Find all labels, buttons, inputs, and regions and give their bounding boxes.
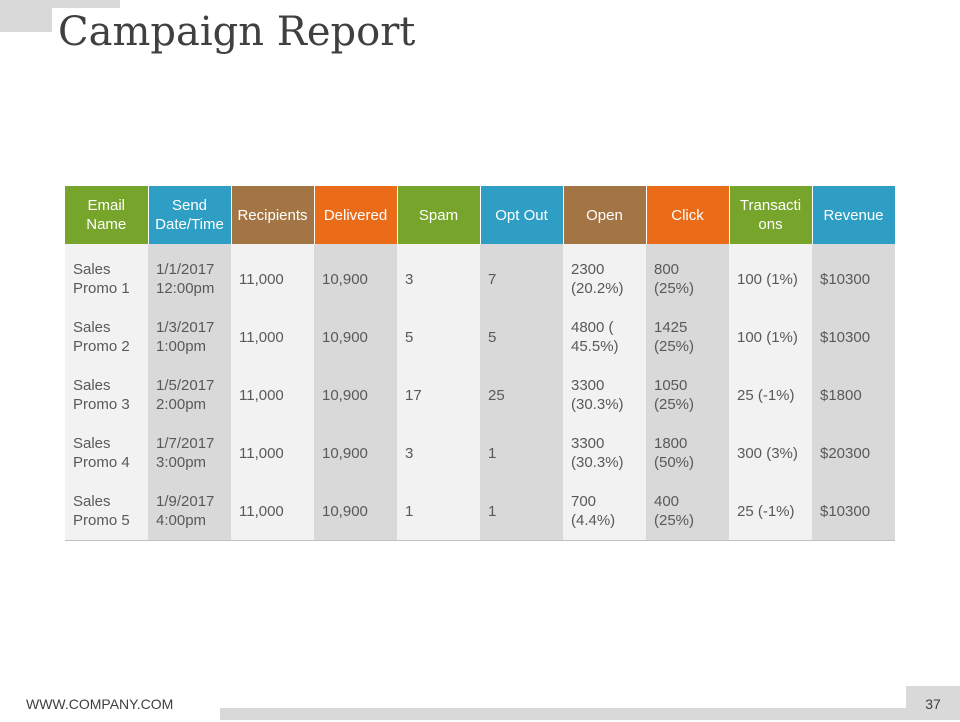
cell-click: 1050 (25%) <box>646 366 729 424</box>
cell-open: 4800 ( 45.5%) <box>563 308 646 366</box>
cell-opt-out: 25 <box>480 366 563 424</box>
cell-email-name: Sales Promo 5 <box>65 482 148 541</box>
cell-revenue: $20300 <box>812 424 895 482</box>
cell-send-date-time: 1/3/2017 1:00pm <box>148 308 231 366</box>
cell-spam: 3 <box>397 424 480 482</box>
cell-opt-out: 1 <box>480 424 563 482</box>
cell-open: 3300 (30.3%) <box>563 366 646 424</box>
cell-send-date-time: 1/1/2017 12:00pm <box>148 244 231 308</box>
cell-opt-out: 5 <box>480 308 563 366</box>
cell-transactions: 100 (1%) <box>729 308 812 366</box>
cell-revenue: $10300 <box>812 308 895 366</box>
cell-opt-out: 1 <box>480 482 563 541</box>
header-opt-out: Opt Out <box>480 186 564 244</box>
cell-spam: 17 <box>397 366 480 424</box>
footer-website: WWW.COMPANY.COM <box>26 696 174 712</box>
cell-click: 400 (25%) <box>646 482 729 541</box>
table-header-row: Email Name Send Date/Time Recipients Del… <box>65 186 896 244</box>
campaign-table: Email Name Send Date/Time Recipients Del… <box>65 186 896 541</box>
cell-delivered: 10,900 <box>314 482 397 541</box>
table-row: Sales Promo 4 1/7/2017 3:00pm 11,000 10,… <box>65 424 895 482</box>
cell-transactions: 25 (-1%) <box>729 366 812 424</box>
cell-spam: 1 <box>397 482 480 541</box>
cell-delivered: 10,900 <box>314 244 397 308</box>
cell-send-date-time: 1/5/2017 2:00pm <box>148 366 231 424</box>
cell-open: 3300 (30.3%) <box>563 424 646 482</box>
table-row: Sales Promo 2 1/3/2017 1:00pm 11,000 10,… <box>65 308 895 366</box>
cell-delivered: 10,900 <box>314 366 397 424</box>
table-row: Sales Promo 5 1/9/2017 4:00pm 11,000 10,… <box>65 482 895 541</box>
header-click: Click <box>646 186 730 244</box>
cell-spam: 3 <box>397 244 480 308</box>
cell-open: 2300 (20.2%) <box>563 244 646 308</box>
cell-spam: 5 <box>397 308 480 366</box>
header-open: Open <box>563 186 647 244</box>
corner-decoration-line <box>0 0 120 8</box>
cell-transactions: 25 (-1%) <box>729 482 812 541</box>
cell-recipients: 11,000 <box>231 308 314 366</box>
footer-bar <box>220 708 920 720</box>
page-number: 37 <box>906 686 960 720</box>
cell-delivered: 10,900 <box>314 424 397 482</box>
cell-open: 700 (4.4%) <box>563 482 646 541</box>
cell-click: 800 (25%) <box>646 244 729 308</box>
cell-email-name: Sales Promo 4 <box>65 424 148 482</box>
cell-recipients: 11,000 <box>231 482 314 541</box>
header-delivered: Delivered <box>314 186 398 244</box>
header-recipients: Recipients <box>231 186 315 244</box>
table-row: Sales Promo 1 1/1/2017 12:00pm 11,000 10… <box>65 244 895 308</box>
cell-send-date-time: 1/9/2017 4:00pm <box>148 482 231 541</box>
page-title: Campaign Report <box>58 9 416 55</box>
cell-click: 1425 (25%) <box>646 308 729 366</box>
cell-delivered: 10,900 <box>314 308 397 366</box>
cell-recipients: 11,000 <box>231 424 314 482</box>
header-email-name: Email Name <box>65 186 149 244</box>
cell-transactions: 300 (3%) <box>729 424 812 482</box>
cell-revenue: $10300 <box>812 244 895 308</box>
cell-opt-out: 7 <box>480 244 563 308</box>
cell-revenue: $10300 <box>812 482 895 541</box>
cell-recipients: 11,000 <box>231 366 314 424</box>
cell-click: 1800 (50%) <box>646 424 729 482</box>
cell-send-date-time: 1/7/2017 3:00pm <box>148 424 231 482</box>
cell-revenue: $1800 <box>812 366 895 424</box>
header-send-date-time: Send Date/Time <box>148 186 232 244</box>
cell-email-name: Sales Promo 2 <box>65 308 148 366</box>
header-spam: Spam <box>397 186 481 244</box>
cell-email-name: Sales Promo 1 <box>65 244 148 308</box>
cell-transactions: 100 (1%) <box>729 244 812 308</box>
header-revenue: Revenue <box>812 186 896 244</box>
cell-recipients: 11,000 <box>231 244 314 308</box>
header-transactions: Transacti ons <box>729 186 813 244</box>
cell-email-name: Sales Promo 3 <box>65 366 148 424</box>
table-row: Sales Promo 3 1/5/2017 2:00pm 11,000 10,… <box>65 366 895 424</box>
